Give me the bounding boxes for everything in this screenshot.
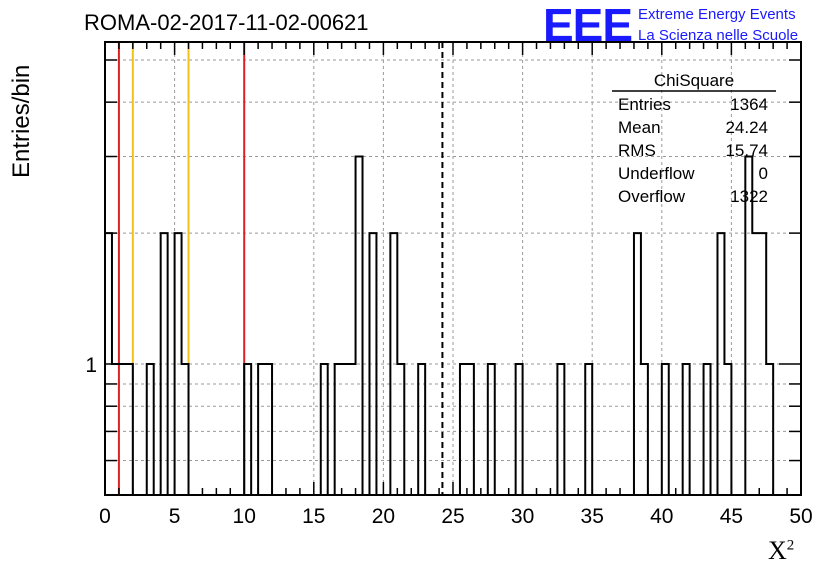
stats-value: 15.74 (725, 141, 768, 160)
x-axis-label: X2 (768, 536, 794, 566)
stats-value: 24.24 (725, 118, 768, 137)
stats-title: ChiSquare (654, 71, 734, 90)
x-tick-label: 45 (720, 505, 743, 528)
logo-line-2: La Scienza nelle Scuole (638, 27, 799, 44)
stats-label: Overflow (618, 187, 686, 206)
x-tick-label: 20 (372, 505, 395, 528)
stats-label: Mean (618, 118, 661, 137)
stats-rows: Entries 1364 Mean 24.24 RMS 15.74 Underflow 0 Ov… (618, 95, 768, 206)
stats-label: RMS (618, 141, 656, 160)
chart-title: ROMA-02-2017-11-02-00621 (84, 10, 369, 35)
grid-lines (105, 42, 801, 495)
logo-caption: Extreme Energy Events La Scienza nelle S… (638, 4, 798, 46)
x-tick-label: 30 (511, 505, 534, 528)
x-tick-label: 40 (650, 505, 673, 528)
stats-label: Underflow (618, 164, 695, 183)
stats-value: 1322 (730, 187, 768, 206)
eee-logo: EEE (543, 0, 633, 51)
x-axis-label-superscript: 2 (786, 537, 795, 554)
x-tick-labels: 0 5 10 15 20 25 30 35 40 45 50 (99, 505, 813, 528)
y-tick-label: 1 (85, 354, 97, 377)
axis-ticks (104, 42, 802, 495)
x-axis-label-text: X (768, 536, 787, 565)
stats-value: 0 (759, 164, 768, 183)
histogram-bins (105, 157, 773, 495)
x-tick-label: 35 (581, 505, 604, 528)
x-tick-label: 50 (789, 505, 812, 528)
x-tick-label: 25 (441, 505, 464, 528)
stats-label: Entries (618, 95, 671, 114)
y-tick-labels: 1 (85, 354, 97, 377)
logo-line-1: Extreme Energy Events (638, 6, 796, 23)
histogram-bin (356, 157, 363, 495)
stats-value: 1364 (730, 95, 768, 114)
stats-box: ChiSquare Entries 1364 Mean 24.24 RMS 15.74 Un… (612, 71, 776, 206)
x-tick-label: 0 (99, 505, 111, 528)
x-tick-label: 5 (169, 505, 181, 528)
histogram-bin (745, 157, 752, 495)
x-tick-label: 10 (233, 505, 256, 528)
x-tick-label: 15 (302, 505, 325, 528)
